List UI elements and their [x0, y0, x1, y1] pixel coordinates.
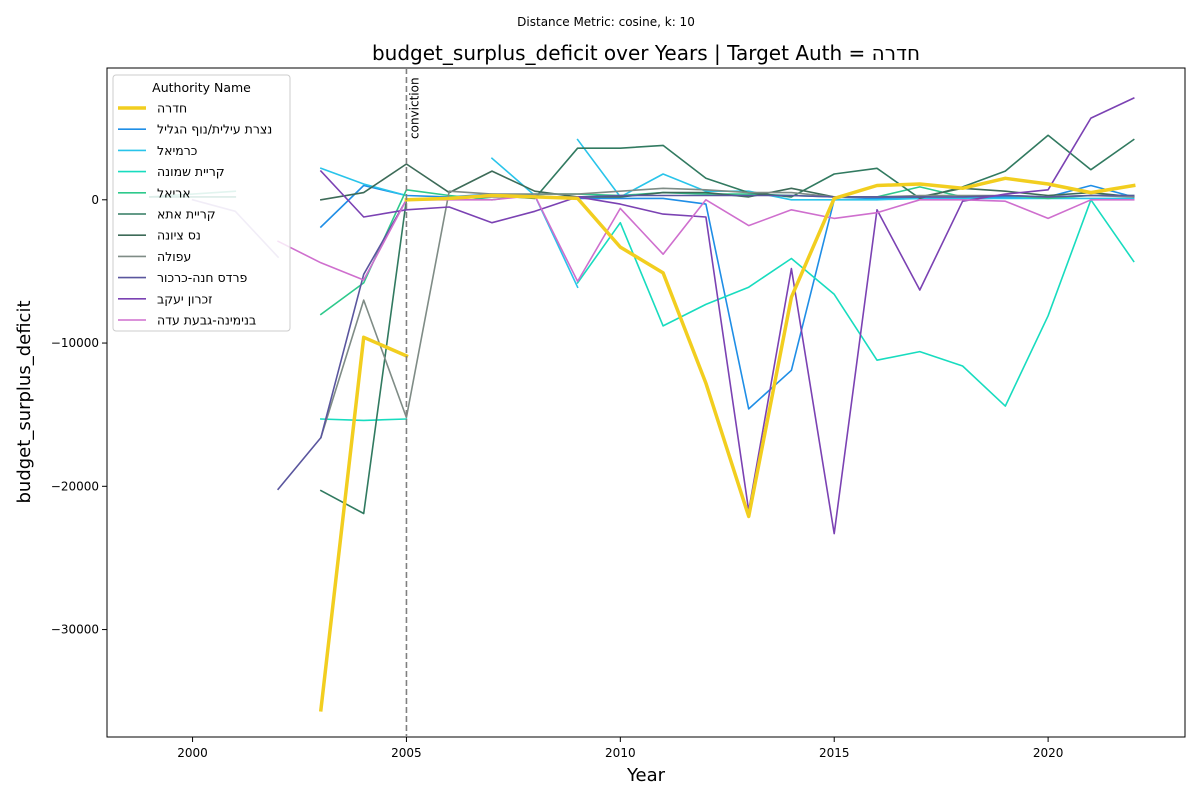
y-tick-label: −20000	[51, 479, 99, 493]
legend-entry: בנימינה-גבעת עדה	[157, 313, 256, 328]
x-tick-label: 2020	[1033, 746, 1064, 760]
x-tick-label: 2015	[819, 746, 850, 760]
series-line	[319, 184, 1135, 410]
x-axis-label: Year	[626, 765, 666, 786]
x-axis: 2000 2005 2010 2015 2020	[177, 737, 1063, 760]
y-axis-label: budget_surplus_deficit	[14, 300, 35, 503]
legend-entry: קריית אתא	[157, 207, 216, 222]
series-line	[318, 176, 1136, 712]
x-tick-label: 2000	[177, 746, 208, 760]
chart-title: budget_surplus_deficit over Years | Targ…	[372, 41, 920, 65]
y-tick-label: 0	[91, 193, 99, 207]
plot-lines	[148, 97, 1136, 712]
legend-title: Authority Name	[152, 80, 251, 95]
legend-entry: כרמיאל	[157, 143, 197, 158]
legend-entry: קריית שמונה	[157, 164, 225, 179]
x-tick-label: 2010	[605, 746, 636, 760]
legend-entry: אריאל	[157, 185, 191, 200]
legend-entry: עפולה	[157, 249, 191, 264]
legend-entry: חדרה	[157, 101, 187, 116]
y-axis: −30000 −20000 −10000 0	[51, 193, 107, 637]
series-line	[319, 187, 1135, 439]
chart-suptitle: Distance Metric: cosine, k: 10	[517, 15, 695, 29]
y-tick-label: −30000	[51, 623, 99, 637]
conviction-label: conviction	[407, 77, 421, 139]
plot-frame	[106, 67, 1186, 738]
legend-entry: פרדס חנה-כרכור	[157, 270, 248, 285]
x-tick-label: 2005	[391, 746, 422, 760]
legend-box	[112, 74, 291, 332]
legend-entry: זכרון יעקב	[157, 291, 213, 306]
conviction-marker: conviction	[405, 68, 421, 737]
series-line	[320, 199, 1135, 422]
y-tick-label: −10000	[51, 336, 99, 350]
series-line	[319, 97, 1135, 535]
legend: Authority Name חדרה נצרת עילית/נוף הגליל כר…	[112, 74, 291, 332]
legend-entry: נצרת עילית/נוף הגליל	[157, 122, 272, 137]
legend-entry: נס ציונה	[157, 228, 201, 243]
